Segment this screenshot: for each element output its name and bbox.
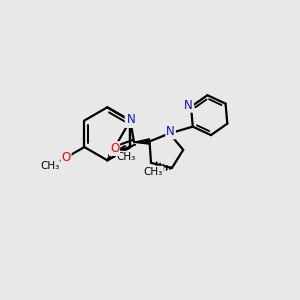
Text: CH₃: CH₃ bbox=[40, 161, 59, 171]
Polygon shape bbox=[134, 139, 150, 144]
Text: N: N bbox=[127, 113, 136, 126]
Text: N: N bbox=[184, 99, 193, 112]
Text: O: O bbox=[61, 151, 70, 164]
Text: O: O bbox=[126, 114, 135, 127]
Text: O: O bbox=[110, 142, 119, 155]
Text: N: N bbox=[166, 125, 175, 139]
Text: CH₃: CH₃ bbox=[144, 167, 163, 177]
Text: CH₃: CH₃ bbox=[117, 152, 136, 162]
